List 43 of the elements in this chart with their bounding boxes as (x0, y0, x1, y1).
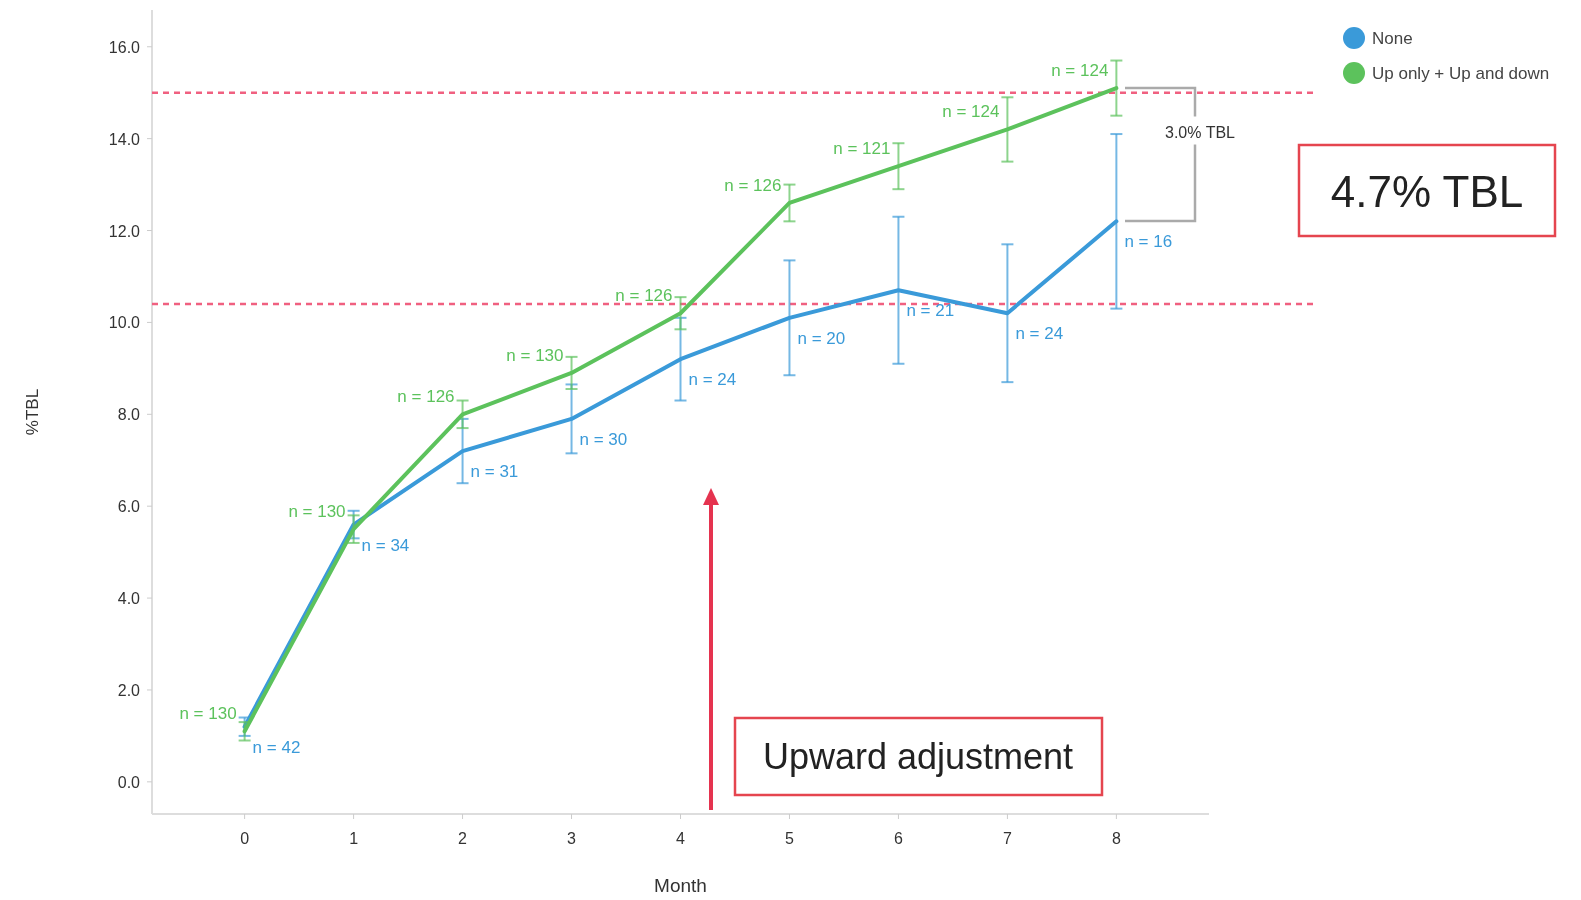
x-axis-title: Month (654, 875, 707, 896)
annotation: 3.0% TBL (1165, 123, 1236, 141)
x-tick-label: 7 (1002, 830, 1012, 847)
annotation: n = 42 (252, 737, 301, 757)
y-tick-label: 4.0 (117, 590, 141, 608)
x-tick-label: 6 (893, 830, 903, 847)
y-tick-label: 2.0 (117, 681, 141, 699)
annotation: n = 124 (1051, 61, 1109, 81)
annotation: n = 31 (470, 462, 519, 482)
annotation: n = 21 (906, 301, 955, 321)
annotation: n = 24 (1015, 324, 1064, 344)
annotation: n = 130 (288, 502, 346, 522)
text: 4.7% TBL (1330, 167, 1524, 216)
annotation: n = 124 (942, 102, 1000, 122)
x-tick-label: 8 (1111, 830, 1121, 847)
x-tick-label: 5 (785, 830, 795, 847)
x-tick-label: 1 (349, 830, 359, 847)
y-tick-label: 16.0 (108, 38, 141, 56)
annotation: n = 126 (724, 175, 782, 195)
y-tick-label: 14.0 (108, 130, 141, 148)
y-tick-label: 12.0 (108, 222, 141, 240)
legend-label: None (1372, 29, 1413, 48)
annotation: n = 16 (1124, 232, 1173, 252)
annotation: n = 126 (397, 387, 455, 407)
annotation: n = 126 (615, 286, 673, 306)
y-axis-title: %TBL (23, 388, 42, 436)
y-tick-label: 8.0 (117, 406, 141, 424)
annotation: n = 24 (688, 370, 737, 390)
annotation: n = 130 (179, 704, 237, 724)
annotation: n = 121 (833, 139, 891, 159)
y-tick-label: 10.0 (108, 314, 141, 332)
y-tick-label: 6.0 (117, 498, 141, 516)
x-tick-label: 2 (458, 830, 468, 847)
legend-label: Up only + Up and down (1372, 64, 1550, 83)
annotation: n = 34 (361, 535, 410, 555)
annotation: n = 130 (506, 345, 564, 365)
annotation: n = 20 (797, 328, 846, 348)
annotation: Upward adjustment (762, 736, 1074, 777)
y-tick-label: 0.0 (117, 773, 141, 791)
annotation: n = 30 (579, 429, 628, 449)
x-tick-label: 3 (567, 830, 577, 847)
x-tick-label: 0 (240, 830, 250, 847)
x-tick-label: 4 (676, 830, 686, 847)
